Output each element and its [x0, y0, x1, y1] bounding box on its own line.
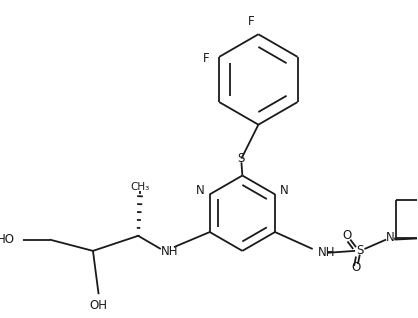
Text: F: F: [203, 52, 209, 65]
Text: N: N: [280, 184, 289, 197]
Text: S: S: [238, 152, 245, 165]
Text: OH: OH: [89, 299, 107, 312]
Text: N: N: [196, 184, 205, 197]
Text: N: N: [385, 231, 394, 244]
Text: NH: NH: [161, 245, 178, 258]
Text: NH: NH: [319, 246, 336, 259]
Text: O: O: [352, 261, 361, 274]
Text: O: O: [342, 229, 351, 242]
Text: CH₃: CH₃: [130, 182, 150, 192]
Text: HO: HO: [0, 233, 15, 246]
Text: F: F: [247, 15, 254, 28]
Text: S: S: [356, 244, 363, 257]
